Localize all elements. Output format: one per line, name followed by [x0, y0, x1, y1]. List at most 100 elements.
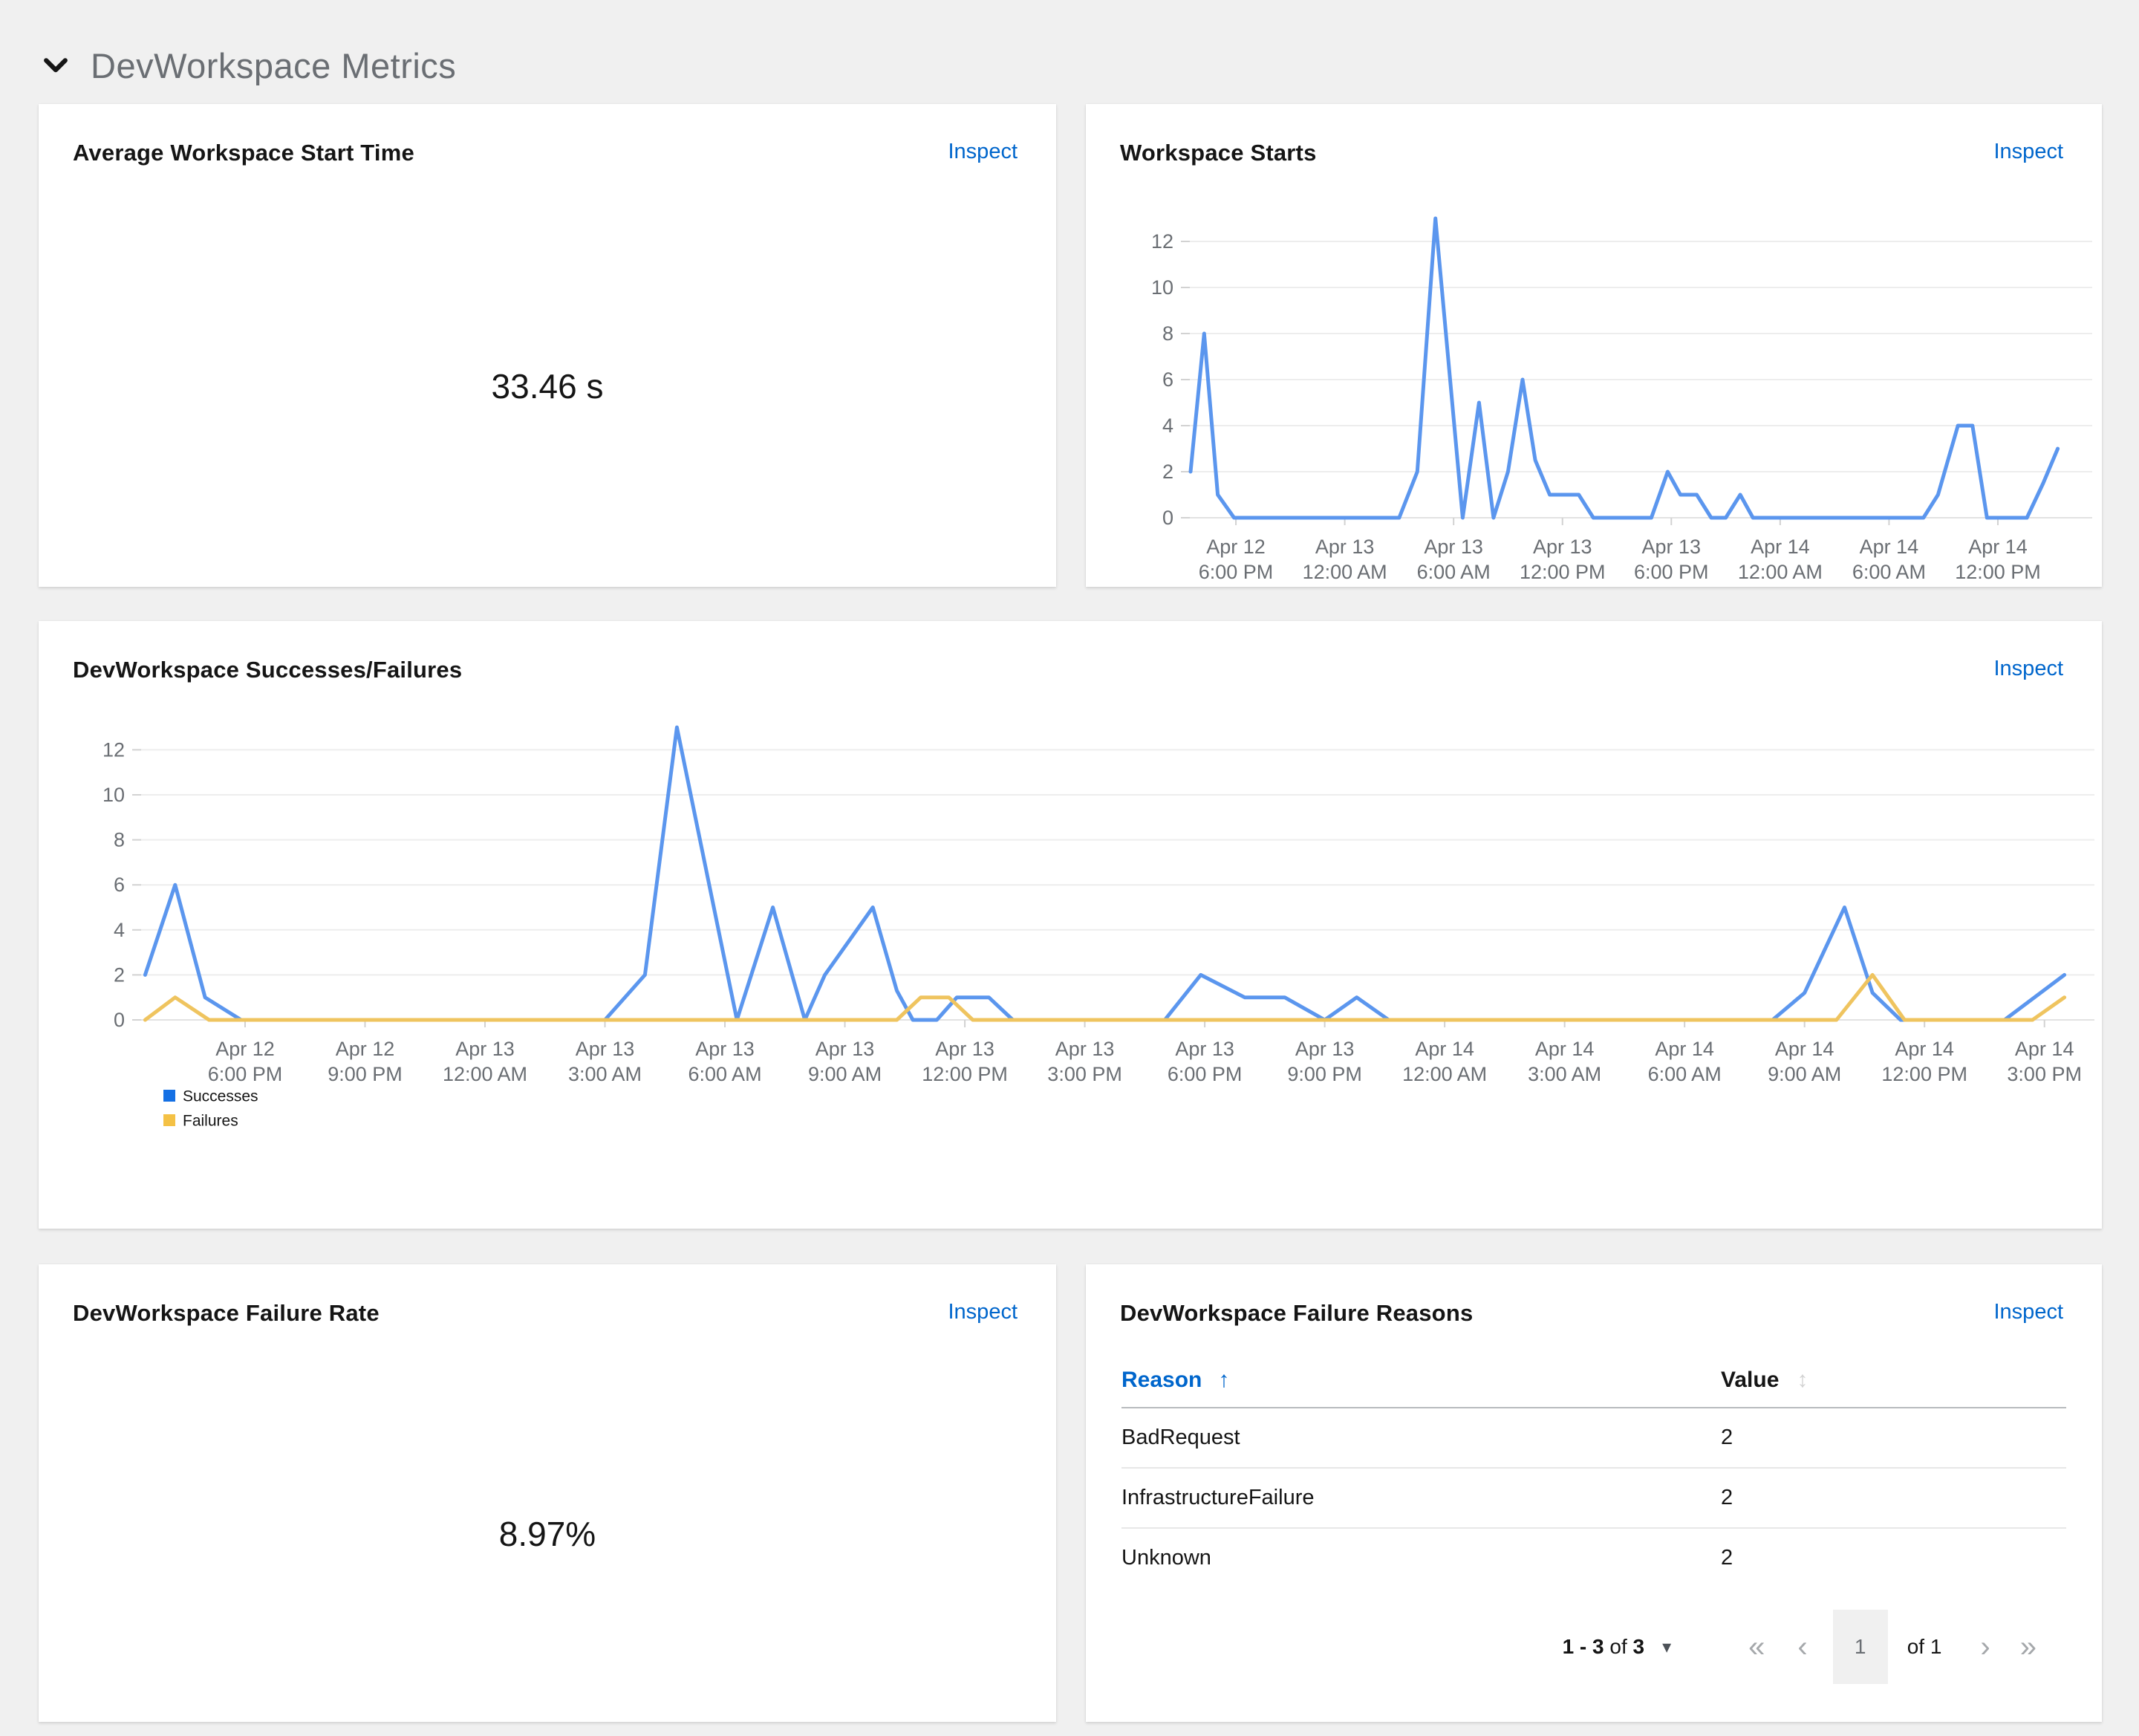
svg-text:Apr 13: Apr 13 — [455, 1038, 515, 1060]
svg-text:Apr 14: Apr 14 — [1535, 1038, 1595, 1060]
reason-cell: Unknown — [1121, 1546, 1211, 1570]
svg-text:3:00 AM: 3:00 AM — [1528, 1063, 1601, 1085]
value-cell: 2 — [1721, 1486, 1733, 1509]
svg-text:Apr 14: Apr 14 — [1860, 536, 1919, 558]
svg-text:9:00 PM: 9:00 PM — [1287, 1063, 1362, 1085]
svg-text:Apr 14: Apr 14 — [1775, 1038, 1834, 1060]
svg-text:12:00 AM: 12:00 AM — [443, 1063, 527, 1085]
svg-text:12:00 PM: 12:00 PM — [1881, 1063, 1967, 1085]
successes-failures-chart: 0 2 4 6 8 10 12 Apr 12 6:00 PM Apr 12 9:00 PM Apr 1… — [39, 621, 2102, 1229]
failure-reasons-table: Reason ↑ Value ↕ BadRequest 2 Infrastructu… — [1121, 1353, 2066, 1587]
card-successes-failures: DevWorkspace Successes/Failures Inspect … — [39, 621, 2102, 1229]
svg-text:Apr 14: Apr 14 — [2015, 1038, 2074, 1060]
svg-text:Apr 13: Apr 13 — [1175, 1038, 1234, 1060]
reason-cell: InfrastructureFailure — [1121, 1486, 1315, 1509]
svg-text:2: 2 — [1162, 461, 1173, 483]
svg-text:Apr 13: Apr 13 — [576, 1038, 635, 1060]
legend-item-failures: Failures — [163, 1113, 238, 1130]
card-failure-reasons: DevWorkspace Failure Reasons Inspect Rea… — [1086, 1264, 2102, 1722]
svg-text:9:00 PM: 9:00 PM — [328, 1063, 403, 1085]
svg-text:6:00 AM: 6:00 AM — [1417, 561, 1491, 583]
inspect-link[interactable]: Inspect — [1993, 657, 2064, 680]
svg-text:Apr 12: Apr 12 — [336, 1038, 395, 1060]
svg-text:6:00 PM: 6:00 PM — [1199, 561, 1274, 583]
column-header-reason[interactable]: Reason ↑ — [1121, 1368, 1230, 1392]
inspect-link[interactable]: Inspect — [1993, 1300, 2064, 1324]
section-title: DevWorkspace Metrics — [91, 45, 457, 85]
card-title: Workspace Starts — [1120, 140, 1317, 166]
svg-text:3:00 PM: 3:00 PM — [1047, 1063, 1122, 1085]
svg-text:12:00 PM: 12:00 PM — [1520, 561, 1606, 583]
svg-text:Apr 14: Apr 14 — [1968, 536, 2028, 558]
card-title: Average Workspace Start Time — [73, 140, 414, 166]
table-row: BadRequest 2 — [1121, 1408, 2066, 1469]
pagination-options-menu[interactable]: 1 - 3 of 3 ▾ — [1562, 1635, 1672, 1658]
workspace-starts-chart: 0 2 4 6 8 10 12 Apr 12 6:00 PM Apr 13 12:00 AM Apr … — [1086, 104, 2102, 587]
svg-text:Apr 12: Apr 12 — [215, 1038, 275, 1060]
svg-text:6: 6 — [114, 874, 125, 896]
svg-text:12:00 PM: 12:00 PM — [1955, 561, 2041, 583]
previous-page-button[interactable]: ‹ — [1797, 1631, 1808, 1663]
current-page-input[interactable]: 1 — [1832, 1610, 1888, 1684]
svg-text:12:00 AM: 12:00 AM — [1402, 1063, 1487, 1085]
svg-text:12:00 AM: 12:00 AM — [1738, 561, 1823, 583]
svg-text:12: 12 — [1151, 230, 1173, 253]
last-page-button[interactable]: » — [2019, 1631, 2037, 1663]
svg-text:12: 12 — [102, 738, 125, 761]
svg-text:Apr 13: Apr 13 — [1315, 536, 1375, 558]
column-header-value[interactable]: Value — [1721, 1368, 1780, 1392]
failure-rate-value: 8.97% — [498, 1515, 596, 1553]
card-title: DevWorkspace Failure Reasons — [1120, 1300, 1474, 1326]
inspect-link[interactable]: Inspect — [948, 1300, 1018, 1324]
card-average-workspace-start-time: Average Workspace Start Time Inspect 33.… — [39, 104, 1056, 587]
table-row: Unknown 2 — [1121, 1529, 2066, 1587]
svg-text:9:00 AM: 9:00 AM — [808, 1063, 882, 1085]
avg-start-time-value: 33.46 s — [491, 367, 604, 406]
table-row: InfrastructureFailure 2 — [1121, 1469, 2066, 1529]
svg-text:Apr 13: Apr 13 — [815, 1038, 875, 1060]
card-title: DevWorkspace Failure Rate — [73, 1300, 380, 1326]
svg-text:10: 10 — [1151, 276, 1173, 299]
svg-text:Failures: Failures — [183, 1113, 238, 1130]
pagination: 1 - 3 of 3 ▾ « ‹ 1 of 1 › » — [1563, 1607, 2037, 1686]
sort-ascending-icon: ↑ — [1218, 1368, 1230, 1392]
svg-text:Apr 14: Apr 14 — [1895, 1038, 1954, 1060]
first-page-button[interactable]: « — [1748, 1631, 1765, 1663]
next-page-button[interactable]: › — [1980, 1631, 1990, 1663]
svg-text:Apr 14: Apr 14 — [1751, 536, 1810, 558]
svg-text:8: 8 — [114, 829, 125, 851]
sort-both-icon[interactable]: ↕ — [1797, 1368, 1808, 1392]
svg-text:Successes: Successes — [183, 1088, 258, 1105]
svg-text:6:00 PM: 6:00 PM — [1168, 1063, 1243, 1085]
svg-text:Apr 13: Apr 13 — [1533, 536, 1592, 558]
svg-text:Apr 13: Apr 13 — [935, 1038, 994, 1060]
chevron-down-icon[interactable] — [42, 51, 70, 79]
value-cell: 2 — [1721, 1425, 1733, 1449]
svg-text:2: 2 — [114, 963, 125, 986]
inspect-link[interactable]: Inspect — [1993, 140, 2064, 163]
card-failure-rate: DevWorkspace Failure Rate Inspect 8.97% — [39, 1264, 1056, 1722]
page-count-label: of 1 — [1907, 1635, 1942, 1658]
caret-down-icon: ▾ — [1662, 1636, 1672, 1657]
svg-text:Apr 14: Apr 14 — [1415, 1038, 1474, 1060]
svg-text:Apr 14: Apr 14 — [1655, 1038, 1714, 1060]
svg-text:Apr 13: Apr 13 — [1642, 536, 1702, 558]
svg-text:6:00 AM: 6:00 AM — [1852, 561, 1926, 583]
inspect-link[interactable]: Inspect — [948, 140, 1018, 163]
section-header: DevWorkspace Metrics — [42, 43, 456, 88]
reason-cell: BadRequest — [1121, 1425, 1240, 1449]
value-cell: 2 — [1721, 1546, 1733, 1570]
card-workspace-starts: Workspace Starts Inspect 0 2 4 6 8 10 12 Apr 12… — [1086, 104, 2102, 587]
svg-text:8: 8 — [1162, 322, 1173, 345]
svg-text:3:00 PM: 3:00 PM — [2007, 1063, 2082, 1085]
failure-reasons-table-body: BadRequest 2 InfrastructureFailure 2 Unknown… — [1121, 1408, 2066, 1587]
svg-text:12:00 PM: 12:00 PM — [922, 1063, 1008, 1085]
svg-text:6:00 PM: 6:00 PM — [208, 1063, 283, 1085]
svg-text:6:00 AM: 6:00 AM — [688, 1063, 762, 1085]
table-header-row: Reason ↑ Value ↕ — [1121, 1353, 2066, 1408]
svg-text:10: 10 — [102, 784, 125, 806]
svg-text:9:00 AM: 9:00 AM — [1768, 1063, 1841, 1085]
svg-text:0: 0 — [114, 1009, 125, 1031]
svg-text:4: 4 — [114, 919, 125, 941]
